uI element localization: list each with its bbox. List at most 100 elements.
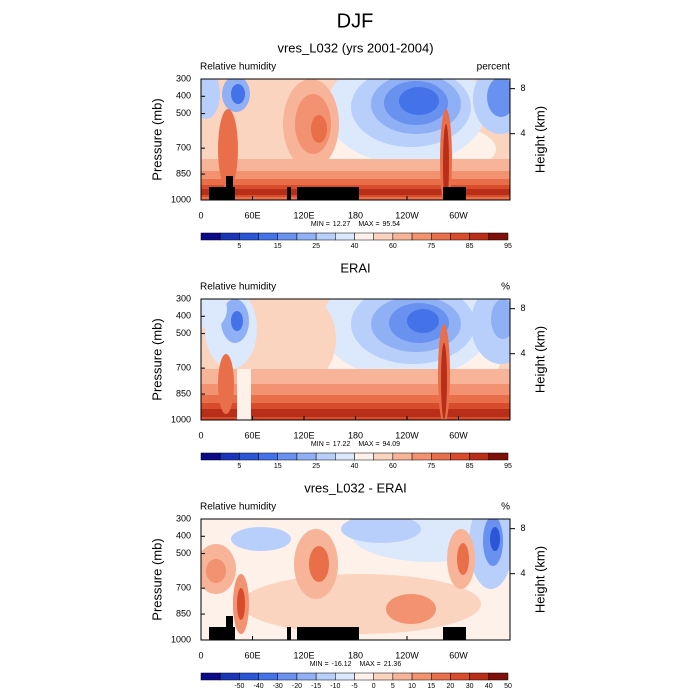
min-max-part: 21.36 bbox=[384, 661, 402, 668]
x-tick-label: 60E bbox=[244, 430, 260, 440]
colorbar-box bbox=[431, 452, 451, 461]
colorbar-box bbox=[200, 232, 221, 241]
colorbar-label: 5 bbox=[237, 463, 241, 470]
colorbar-box bbox=[258, 452, 278, 461]
colorbar-box bbox=[469, 232, 490, 241]
y-axis-label: Pressure (mb) bbox=[149, 538, 164, 620]
colorbar-box bbox=[200, 452, 221, 461]
colorbar-label: 15 bbox=[274, 243, 282, 250]
x-tick-label: 0 bbox=[198, 650, 203, 660]
colorbar-label: 40 bbox=[351, 243, 359, 250]
colorbar-box bbox=[373, 452, 394, 461]
colorbar-box bbox=[354, 672, 374, 681]
y-tick-label: 400 bbox=[176, 91, 191, 101]
colorbar-box bbox=[296, 232, 317, 241]
colorbar-box bbox=[373, 672, 394, 681]
colorbar-box bbox=[296, 672, 317, 681]
colorbar-label: 30 bbox=[466, 683, 474, 690]
colorbar-box bbox=[296, 452, 317, 461]
y2-axis-label: Height (km) bbox=[532, 326, 547, 393]
colorbar-box bbox=[277, 672, 298, 681]
units-label: percent bbox=[477, 62, 511, 73]
colorbar-label: 15 bbox=[427, 683, 435, 690]
colorbar-label: -10 bbox=[330, 683, 340, 690]
figure-title: DJF bbox=[337, 10, 374, 32]
colorbar-box bbox=[239, 452, 259, 461]
colorbar-label: 25 bbox=[312, 243, 320, 250]
y2-tick-label: 8 bbox=[520, 83, 525, 93]
min-max-part: MAX = bbox=[358, 441, 379, 448]
colorbar-label: 85 bbox=[466, 463, 474, 470]
colorbar-box bbox=[392, 232, 413, 241]
colorbar-box bbox=[239, 672, 259, 681]
colorbar-box bbox=[469, 452, 490, 461]
colorbar-label: 50 bbox=[504, 683, 512, 690]
min-max-part: MAX = bbox=[360, 661, 381, 668]
colorbar-label: 25 bbox=[312, 463, 320, 470]
x-tick-label: 60E bbox=[244, 210, 260, 220]
x-tick-label: 120E bbox=[293, 650, 314, 660]
colorbar-box bbox=[411, 232, 432, 241]
colorbar-box bbox=[219, 672, 240, 681]
colorbar-box bbox=[354, 452, 374, 461]
y-tick-label: 500 bbox=[176, 108, 191, 118]
x-tick-label: 180 bbox=[348, 210, 363, 220]
colorbar-label: 60 bbox=[389, 243, 397, 250]
y-tick-label: 500 bbox=[176, 548, 191, 558]
min-max-part: 12.27 bbox=[333, 221, 351, 228]
colorbar-box bbox=[354, 232, 374, 241]
y-tick-label: 850 bbox=[176, 168, 191, 178]
y-tick-label: 700 bbox=[176, 363, 191, 373]
colorbar-box bbox=[277, 452, 298, 461]
y2-tick-label: 4 bbox=[520, 568, 525, 578]
x-tick-label: 60W bbox=[449, 650, 468, 660]
x-tick-label: 120W bbox=[395, 210, 419, 220]
y2-axis-label: Height (km) bbox=[532, 106, 547, 173]
colorbar-label: 40 bbox=[351, 463, 359, 470]
y2-tick-label: 4 bbox=[520, 348, 525, 358]
colorbar-label: 20 bbox=[447, 683, 455, 690]
colorbar-box bbox=[450, 672, 470, 681]
colorbar-box bbox=[373, 232, 394, 241]
colorbar-box bbox=[431, 232, 451, 241]
min-max: MIN = 17.22 MAX = 94.09 bbox=[311, 441, 400, 448]
field-label: Relative humidity bbox=[200, 62, 276, 73]
x-tick-label: 120W bbox=[395, 650, 419, 660]
colorbar-box bbox=[450, 232, 470, 241]
colorbar-label: 95 bbox=[504, 463, 512, 470]
colorbar-box bbox=[392, 672, 413, 681]
units-label: % bbox=[501, 282, 510, 293]
colorbar-label: 0 bbox=[372, 683, 376, 690]
min-max-part: -16.12 bbox=[332, 661, 352, 668]
x-tick-label: 120W bbox=[395, 430, 419, 440]
y-tick-label: 300 bbox=[176, 293, 191, 303]
colorbar-box bbox=[488, 672, 509, 681]
min-max-part: MIN = bbox=[311, 221, 330, 228]
colorbar-label: -20 bbox=[292, 683, 302, 690]
colorbar-box bbox=[392, 452, 413, 461]
y-axis-label: Pressure (mb) bbox=[149, 98, 164, 180]
colorbar-box bbox=[335, 452, 355, 461]
y-tick-label: 850 bbox=[176, 608, 191, 618]
min-max-part: MIN = bbox=[311, 441, 330, 448]
y-axis-label: Pressure (mb) bbox=[149, 318, 164, 400]
colorbar-box bbox=[239, 232, 259, 241]
panel-title: vres_L032 - ERAI bbox=[304, 480, 407, 495]
colorbar-label: -40 bbox=[254, 683, 264, 690]
colorbar-label: 5 bbox=[237, 243, 241, 250]
contour-field bbox=[201, 519, 510, 640]
colorbar-label: -5 bbox=[351, 683, 357, 690]
min-max: MIN = 12.27 MAX = 95.54 bbox=[311, 221, 400, 228]
colorbar-box bbox=[315, 452, 336, 461]
contour-field bbox=[201, 79, 510, 200]
colorbar-label: -30 bbox=[273, 683, 283, 690]
y-tick-label: 1000 bbox=[171, 634, 191, 644]
colorbar-label: 75 bbox=[427, 463, 435, 470]
colorbar-label: -50 bbox=[234, 683, 244, 690]
x-tick-label: 60W bbox=[449, 430, 468, 440]
colorbar-box bbox=[219, 232, 240, 241]
min-max-part: MIN = bbox=[310, 661, 329, 668]
colorbar-box bbox=[469, 672, 490, 681]
min-max-part: 95.54 bbox=[383, 221, 401, 228]
y-tick-label: 400 bbox=[176, 531, 191, 541]
